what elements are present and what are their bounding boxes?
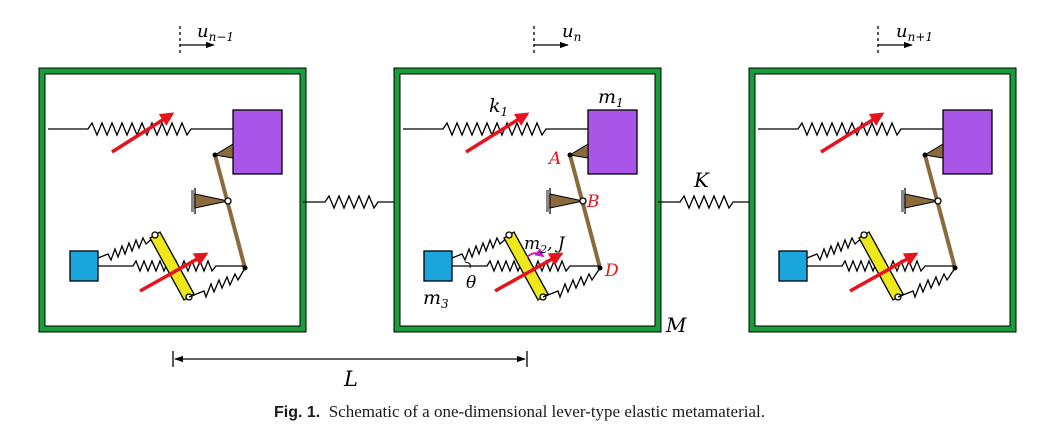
mass-m3-right (778, 250, 808, 282)
spring-bottom-center (542, 267, 601, 299)
svg-text:k1: k1 (489, 95, 508, 119)
unit-cell-right (748, 67, 1017, 333)
link-right (923, 154, 957, 269)
label-m1-sub: 1 (616, 96, 624, 110)
pivot-b-left (191, 188, 232, 214)
spring-mid-a-left (97, 235, 156, 262)
spring-bottom-left (188, 267, 246, 299)
unit-cell-center (393, 67, 662, 333)
arrow-top-left (111, 112, 175, 154)
svg-text:un+1: un+1 (896, 21, 933, 44)
label-point-a: A (547, 149, 561, 169)
caption-fig-number: Fig. 1. (273, 404, 321, 421)
arrow-bottom-center (494, 252, 564, 293)
arrow-top-right (820, 112, 885, 154)
link-left (213, 154, 247, 269)
label-point-d: D (604, 261, 619, 281)
caption-text: Schematic of a one-dimensional lever-typ… (328, 402, 765, 421)
length-dimension: L (172, 351, 528, 391)
mass-m1-left (232, 109, 283, 175)
label-m1: m (598, 86, 616, 108)
spring-top-right (758, 121, 943, 137)
label-big-k: K (693, 168, 710, 192)
displacement-u-next: un+1 (877, 21, 933, 56)
spring-bottom-right (897, 267, 956, 299)
spring-mid-a-right (806, 235, 865, 262)
coupling-spring-1 (303, 194, 395, 210)
frame-right (749, 68, 1016, 332)
mass-m1-center (587, 109, 638, 175)
mass-m1-right (942, 109, 993, 175)
svg-text:m3: m3 (423, 287, 449, 311)
mass-m3-left (69, 250, 99, 282)
label-k1: k (489, 95, 501, 117)
label-m2-sub: 2 (539, 243, 547, 256)
arrow-bottom-right (849, 252, 919, 293)
label-m2: m (524, 234, 540, 254)
label-m2-rest: , J (547, 234, 566, 254)
figure-caption: Fig. 1. Schematic of a one-dimensional l… (0, 402, 1039, 422)
label-u-curr-sub: n (574, 30, 582, 44)
frame-left (39, 68, 306, 332)
label-u-prev-sub: n−1 (209, 30, 234, 44)
mass-m3-center (423, 250, 453, 282)
label-big-m: M (665, 313, 687, 337)
label-theta: θ (466, 273, 476, 293)
svg-text:un−1: un−1 (197, 21, 234, 44)
label-u-next: u (896, 21, 908, 42)
spring-top-center (403, 121, 588, 137)
label-u-prev: u (197, 21, 209, 42)
svg-text:un: un (562, 21, 581, 44)
arrow-top-center (465, 112, 530, 154)
spring-mid-a-center (451, 235, 510, 262)
label-u-curr: u (562, 21, 574, 42)
unit-cell-left (38, 67, 307, 333)
label-point-b: B (586, 192, 600, 212)
svg-text:m2, J: m2, J (524, 234, 566, 256)
hinge-a-center (568, 143, 589, 159)
rotation-arrow (526, 248, 545, 258)
label-u-next-sub: n+1 (908, 30, 933, 44)
spring-top-left (48, 121, 233, 137)
frame-center (394, 68, 661, 332)
svg-text:m1: m1 (598, 86, 624, 110)
pivot-b-center (546, 188, 587, 214)
coupling-spring-2 (658, 194, 750, 210)
hinge-a-right (923, 143, 944, 159)
label-m3: m (423, 287, 441, 309)
pivot-b-right (901, 188, 942, 214)
displacement-u-curr: un (533, 21, 581, 56)
theta-arc (464, 261, 471, 269)
label-m3-sub: 3 (441, 297, 449, 311)
label-k1-sub: 1 (501, 105, 509, 119)
label-length: L (343, 367, 358, 391)
displacement-u-prev: un−1 (179, 21, 234, 56)
hinge-a-left (213, 143, 234, 159)
arrow-bottom-left (139, 252, 209, 293)
link-center (568, 154, 602, 269)
